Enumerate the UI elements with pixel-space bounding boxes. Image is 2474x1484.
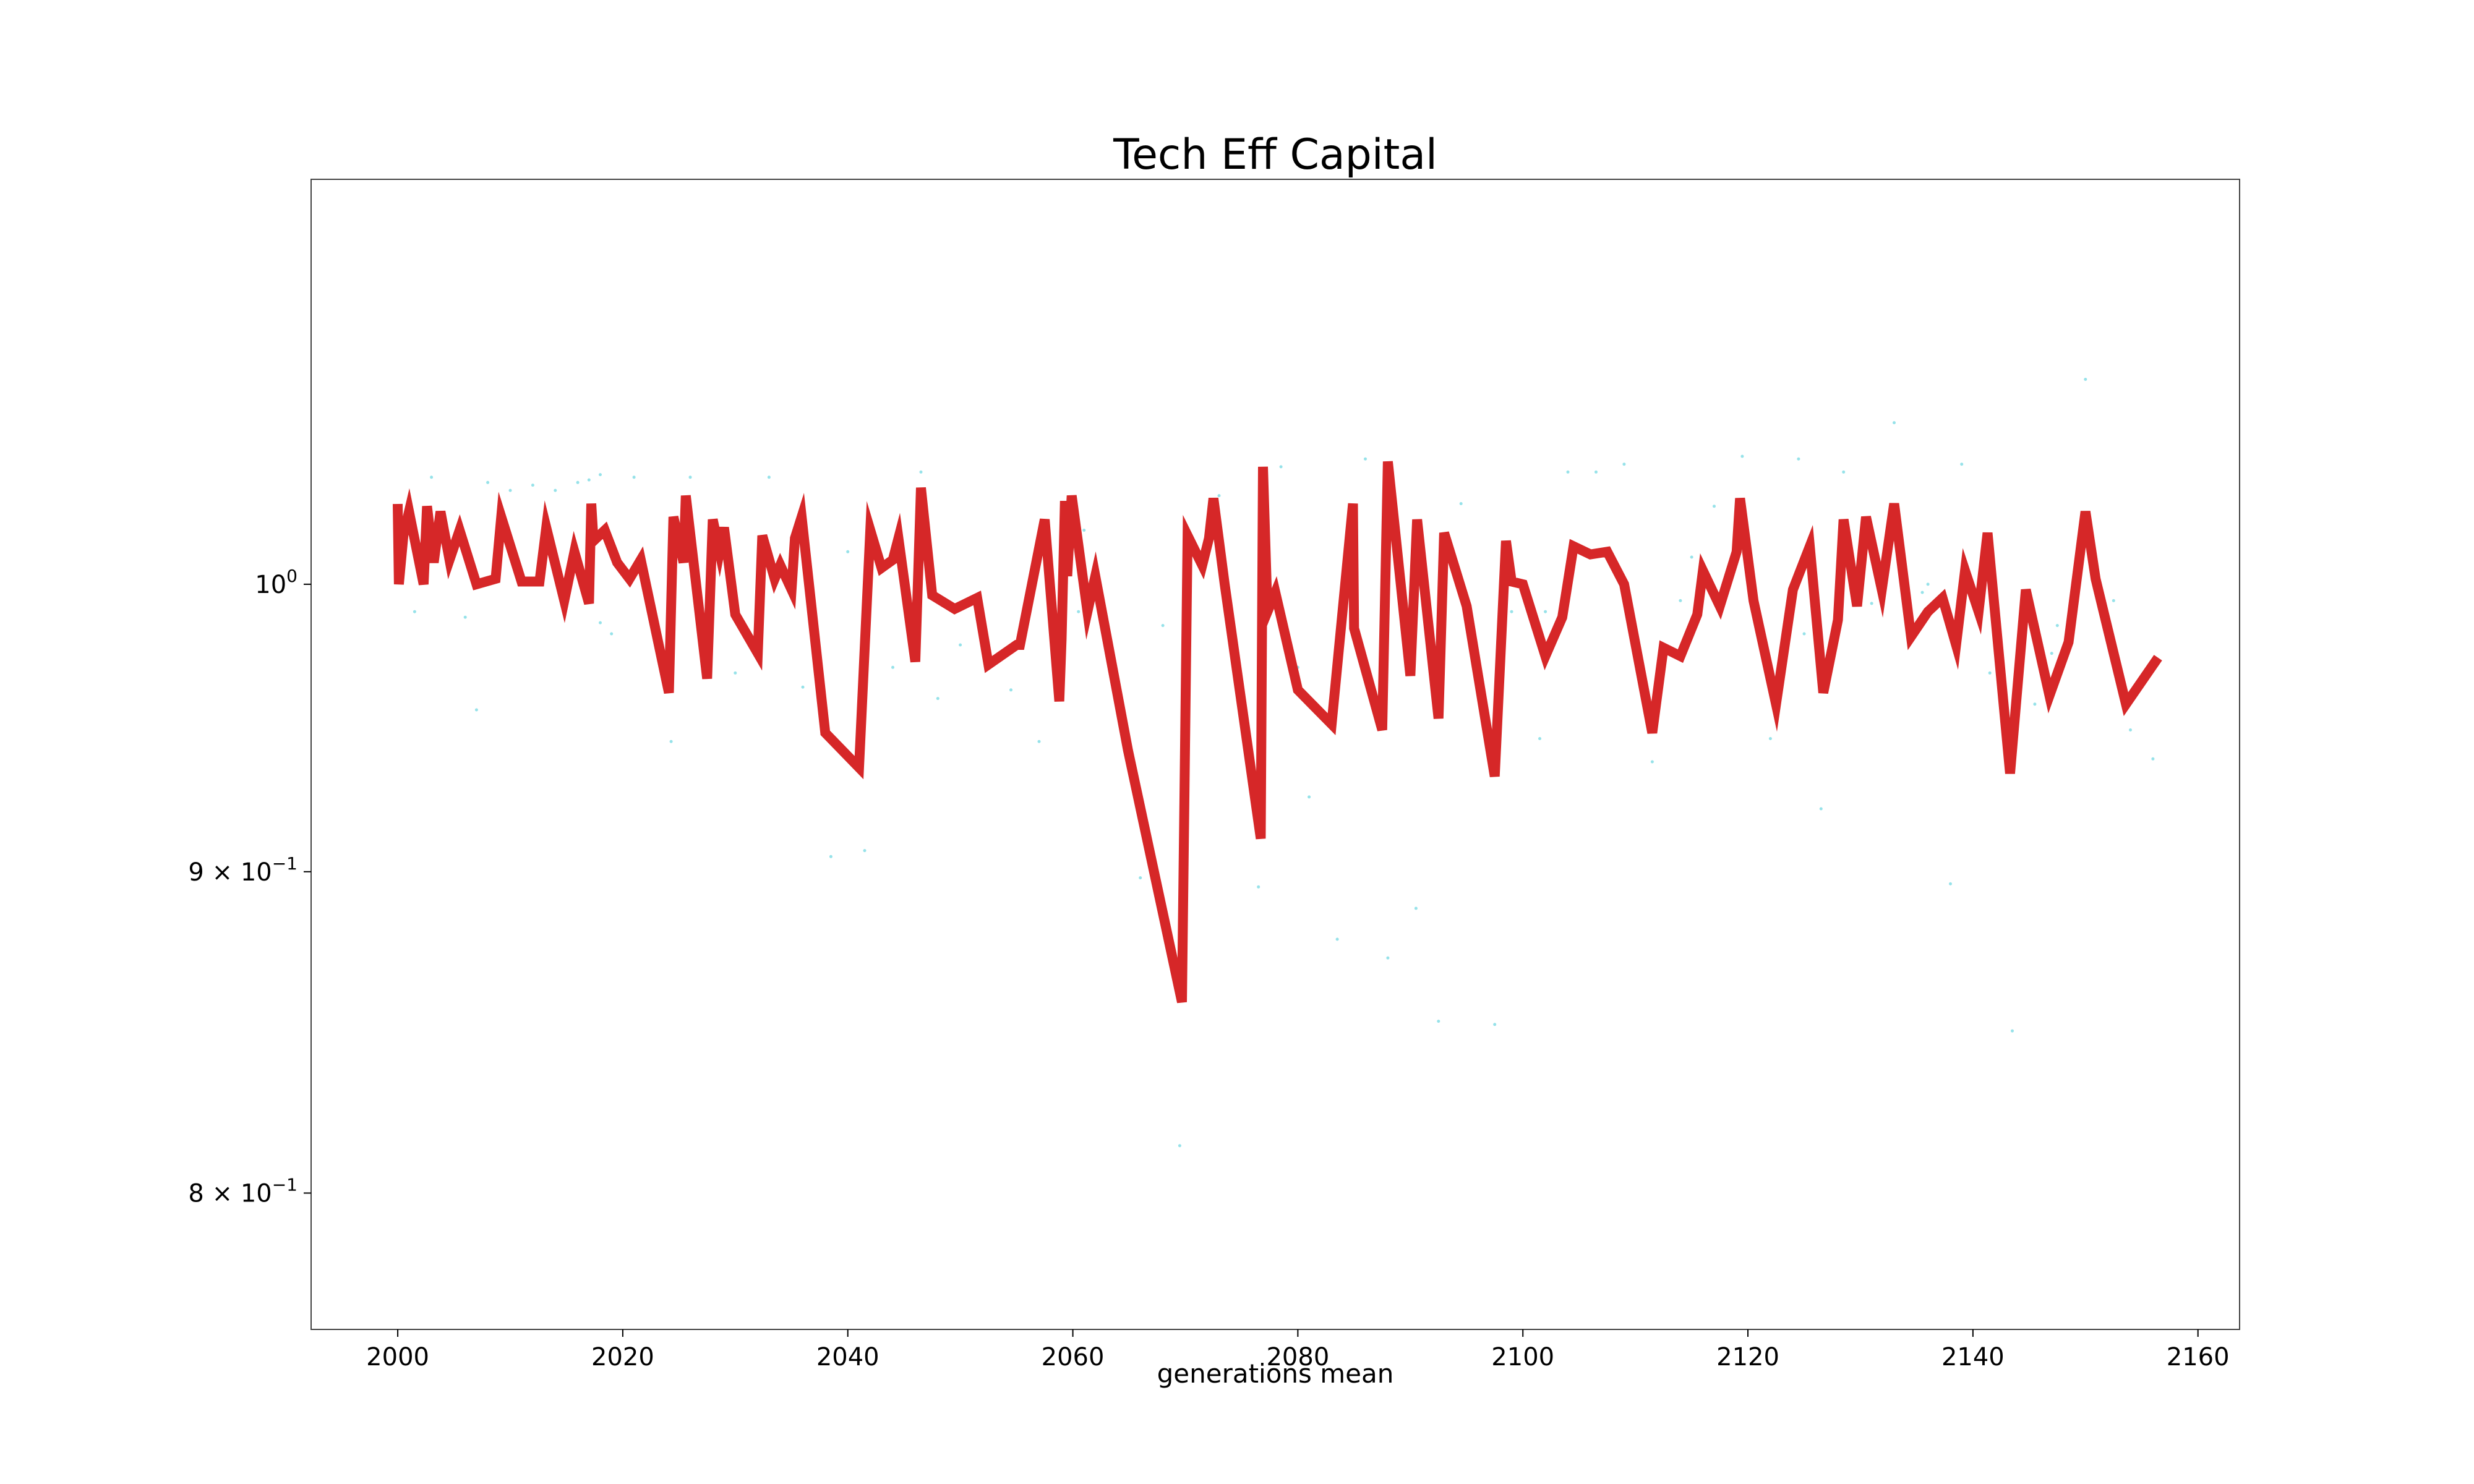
scatter-point — [486, 480, 490, 484]
scatter-point — [1960, 463, 1964, 466]
plot-frame — [310, 179, 2240, 1330]
scatter-point — [1819, 807, 1823, 811]
scatter-point — [1988, 671, 1992, 675]
scatter-point — [1544, 610, 1547, 613]
scatter-point — [2033, 702, 2037, 706]
scatter-point — [919, 470, 923, 474]
scatter-point — [1139, 876, 1142, 880]
scatter-point — [1949, 882, 1952, 885]
scatter-point — [1510, 610, 1513, 613]
scatter-point — [531, 484, 534, 487]
scatter-point — [846, 550, 850, 553]
scatter-point — [2112, 599, 2115, 602]
scatter-point — [1768, 737, 1772, 740]
scatter-point — [2084, 378, 2087, 381]
scatter-point — [463, 615, 467, 619]
scatter-point — [767, 475, 771, 479]
scatter-point — [1437, 1020, 1440, 1023]
scatter-point — [1161, 624, 1165, 628]
scatter-point — [2129, 728, 2132, 731]
y-axis: 100 9 × 10−1 8 × 10−1 — [188, 566, 311, 1208]
scatter-point — [1414, 906, 1418, 910]
scatter-point — [1077, 610, 1081, 613]
scatter-point — [1740, 454, 1744, 458]
scatter-point — [1257, 885, 1261, 889]
x-tick-label: 2120 — [1716, 1343, 1779, 1371]
scatter-point — [669, 740, 673, 743]
scatter-point — [936, 697, 940, 701]
x-tick-label: 2040 — [816, 1343, 880, 1371]
scatter-point — [1037, 740, 1041, 743]
scatter-point — [1538, 737, 1541, 740]
scatter-point — [801, 685, 805, 689]
x-axis-label: generations mean — [1157, 1358, 1394, 1389]
scatter-point — [599, 621, 602, 625]
scatter-point — [1594, 470, 1598, 474]
y-tick-label: 100 — [255, 566, 297, 599]
scatter-point — [632, 475, 636, 479]
scatter-point — [1650, 760, 1654, 764]
scatter-point — [1386, 956, 1390, 960]
scatter-point — [1082, 529, 1086, 532]
scatter-point — [1217, 494, 1221, 498]
chart-title: Tech Eff Capital — [1113, 130, 1437, 179]
scatter-point — [1842, 470, 1846, 474]
scatter-point — [1679, 599, 1682, 602]
scatter-point — [1493, 1023, 1497, 1026]
series-line — [392, 461, 2162, 1004]
scatter-point — [1920, 591, 1924, 594]
scatter-point — [554, 488, 557, 492]
scatter-point — [1690, 555, 1693, 559]
scatter-point — [1178, 1144, 1181, 1148]
x-tick-label: 2140 — [1941, 1343, 2005, 1371]
scatter-point — [474, 708, 478, 712]
scatter-point — [1364, 457, 1367, 461]
scatter-point — [829, 855, 833, 858]
x-axis: 2000 2020 2040 2060 2080 2100 2120 2140 2160 — [366, 1329, 2230, 1371]
scatter-layer — [413, 378, 2155, 1148]
scatter-point — [2011, 1029, 2014, 1033]
scatter-point — [863, 849, 867, 853]
y-tick-label: 8 × 10−1 — [188, 1174, 297, 1208]
scatter-point — [2050, 652, 2053, 655]
scatter-point — [1009, 688, 1012, 692]
scatter-point — [1622, 463, 1626, 466]
x-tick-label: 2080 — [1266, 1343, 1329, 1371]
x-tick-label: 2060 — [1042, 1343, 1105, 1371]
scatter-point — [1926, 582, 1930, 586]
scatter-point — [891, 665, 894, 669]
scatter-point — [610, 632, 614, 636]
scatter-point — [1308, 795, 1311, 799]
x-tick-label: 2160 — [2167, 1343, 2230, 1371]
scatter-point — [1870, 602, 1873, 605]
scatter-point — [734, 671, 737, 675]
line-layer — [392, 461, 2162, 1004]
scatter-point — [1797, 457, 1800, 461]
scatter-point — [508, 488, 512, 492]
x-tick-label: 2020 — [591, 1343, 654, 1371]
scatter-point — [1279, 465, 1283, 469]
x-tick-label: 2000 — [366, 1343, 429, 1371]
scatter-point — [1713, 505, 1716, 508]
scatter-point — [576, 480, 580, 484]
scatter-point — [1802, 632, 1806, 636]
scatter-point — [2151, 757, 2155, 761]
scatter-point — [1335, 937, 1339, 941]
x-tick-label: 2100 — [1491, 1343, 1554, 1371]
scatter-point — [587, 478, 591, 482]
scatter-point — [413, 610, 416, 613]
scatter-point — [2055, 624, 2059, 628]
y-tick-label: 9 × 10−1 — [188, 853, 297, 887]
scatter-point — [688, 475, 692, 479]
scatter-point — [430, 475, 434, 479]
scatter-point — [1566, 470, 1570, 474]
scatter-point — [599, 473, 602, 477]
scatter-point — [1893, 421, 1896, 425]
scatter-point — [1459, 502, 1463, 505]
scatter-point — [959, 643, 962, 647]
